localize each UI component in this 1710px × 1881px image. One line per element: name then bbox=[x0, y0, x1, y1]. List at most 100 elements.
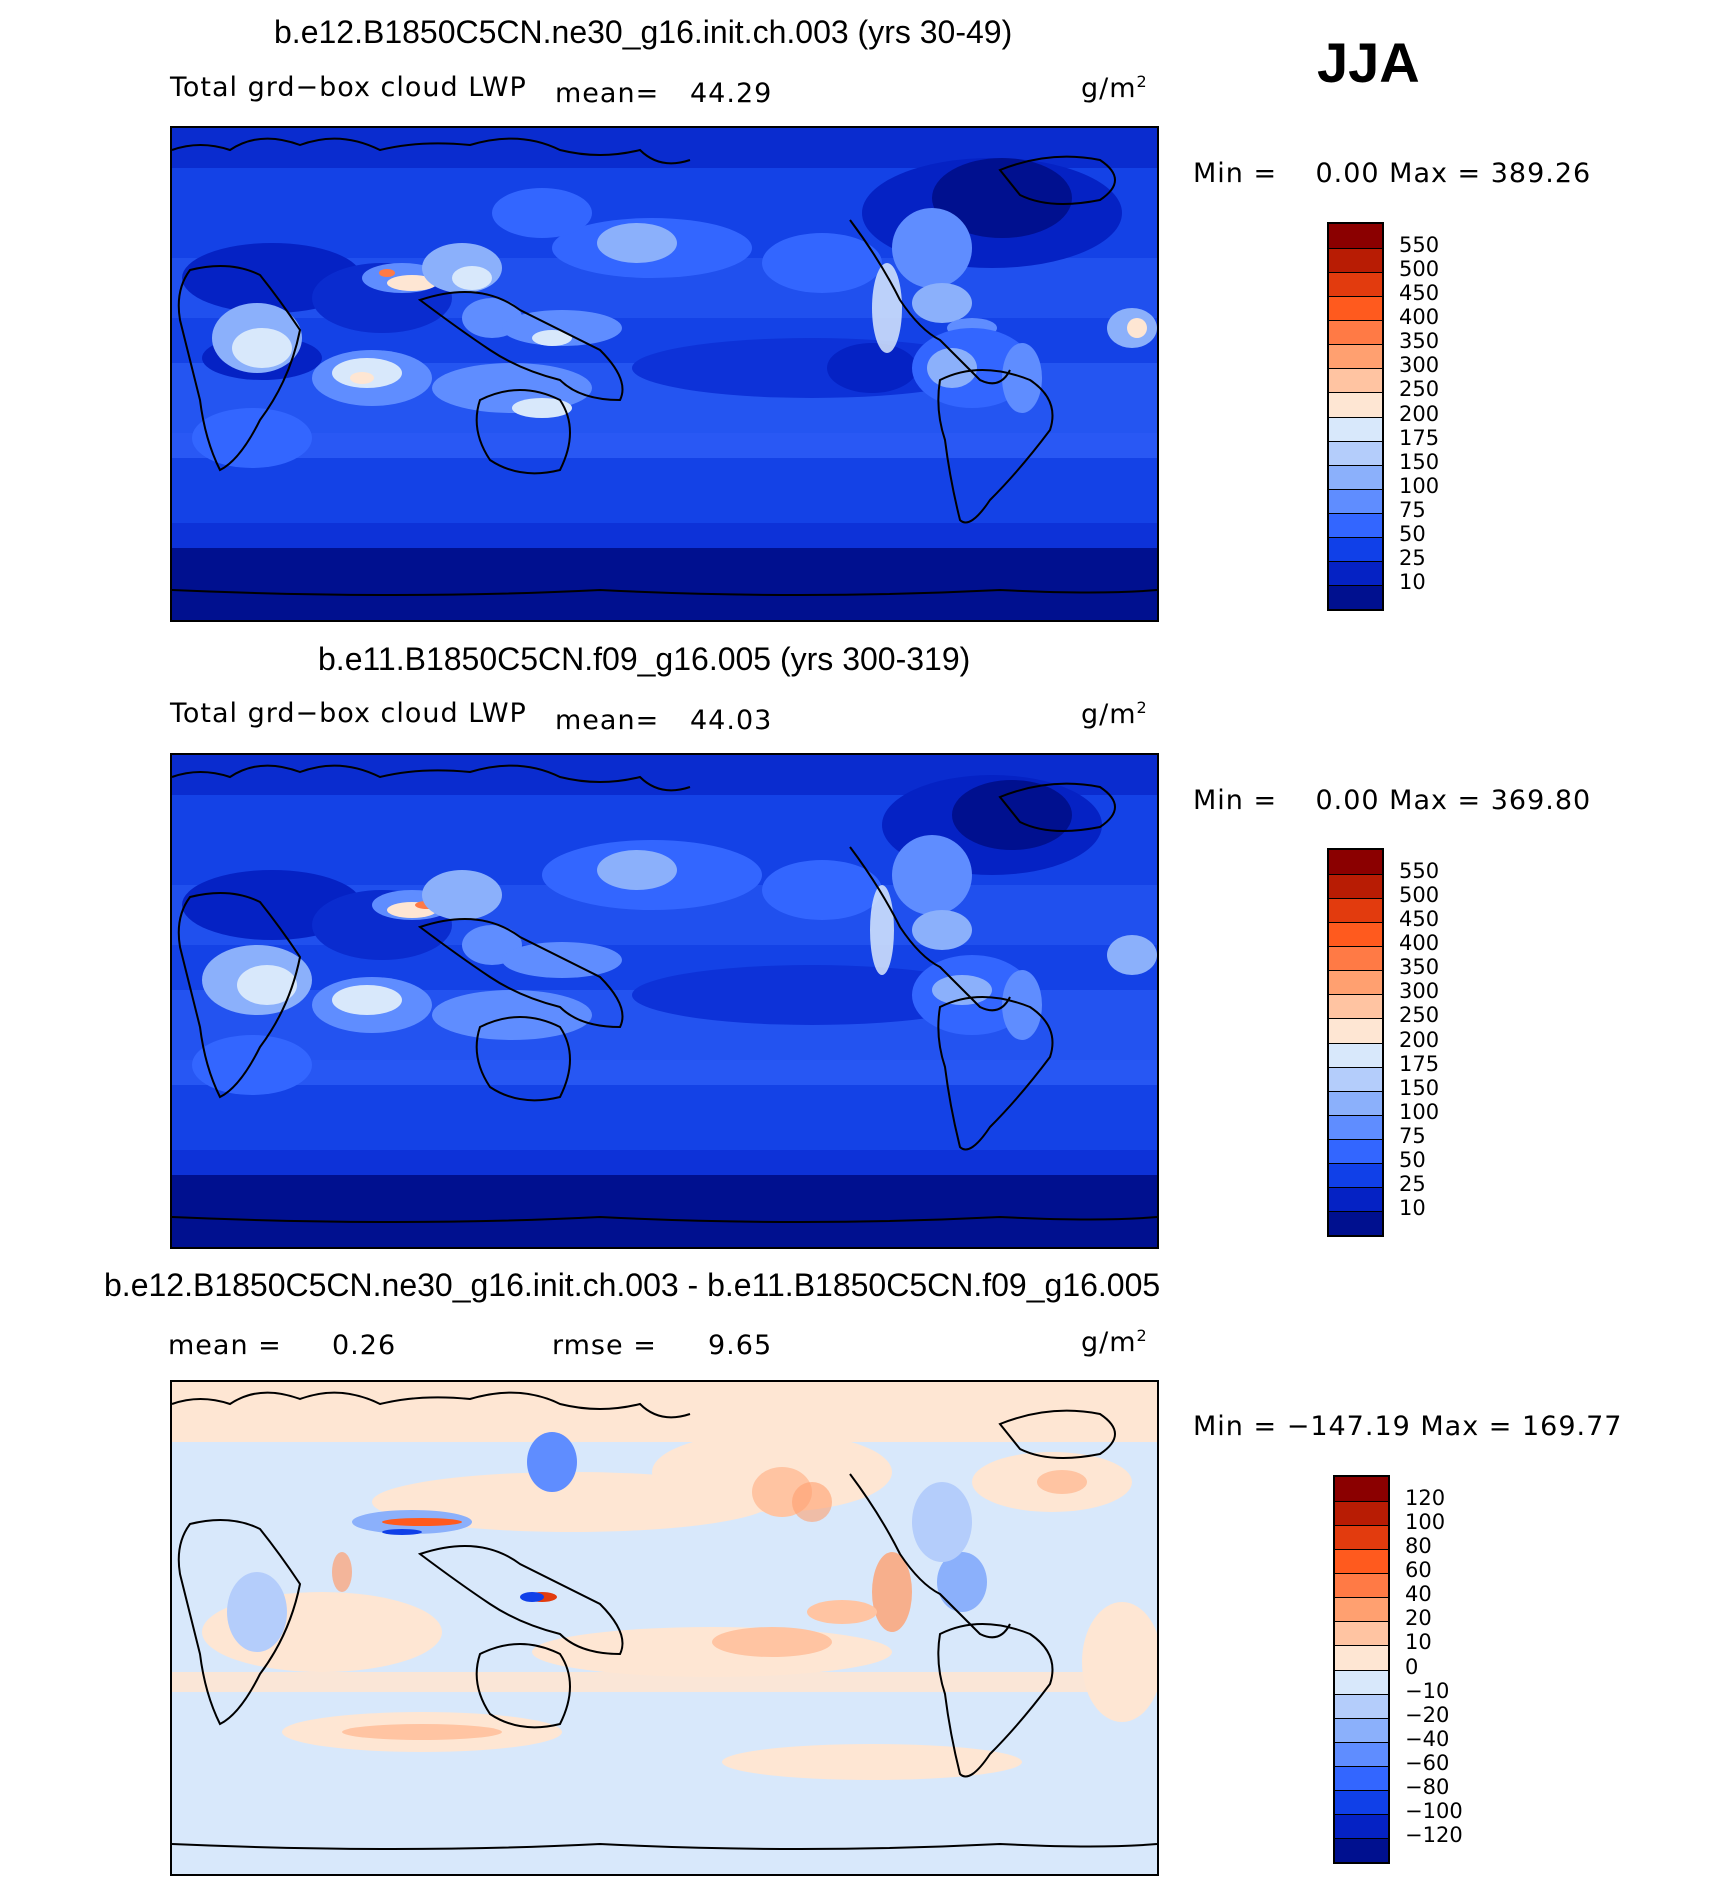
colorbar-swatch bbox=[1329, 898, 1382, 923]
colorbar-swatch bbox=[1329, 1042, 1382, 1067]
colorbar-swatch bbox=[1335, 1573, 1388, 1598]
panel1-units: g/m2 bbox=[1081, 72, 1148, 104]
panel1-map bbox=[170, 126, 1159, 622]
colorbar-tick-label: −100 bbox=[1405, 1798, 1463, 1823]
colorbar-swatch bbox=[1335, 1645, 1388, 1670]
colorbar-swatch bbox=[1329, 1066, 1382, 1091]
colorbar-tick-label: 450 bbox=[1399, 281, 1440, 306]
panel3-mean-label: mean = bbox=[168, 1330, 282, 1361]
colorbar-swatch bbox=[1329, 946, 1382, 971]
colorbar-swatch bbox=[1335, 1813, 1388, 1838]
colorbar-tick-label: 50 bbox=[1399, 1147, 1426, 1172]
colorbar-swatch bbox=[1329, 584, 1382, 609]
colorbar-tick-label: 550 bbox=[1399, 233, 1440, 258]
colorbar-tick-label: 175 bbox=[1399, 1051, 1440, 1076]
colorbar-tick-label: 40 bbox=[1405, 1582, 1432, 1607]
colorbar-swatch bbox=[1335, 1717, 1388, 1742]
colorbar-swatch bbox=[1329, 1138, 1382, 1163]
panel3-map bbox=[170, 1380, 1159, 1876]
colorbar-tick-label: −80 bbox=[1405, 1774, 1450, 1799]
colorbar-swatch bbox=[1329, 1090, 1382, 1115]
colorbar-swatch bbox=[1329, 536, 1382, 561]
panel1-minmax: Min = 0.00 Max = 389.26 bbox=[1193, 158, 1592, 189]
colorbar-tick-label: 100 bbox=[1399, 1099, 1440, 1124]
colorbar-tick-label: 300 bbox=[1399, 979, 1440, 1004]
colorbar-swatch bbox=[1335, 1741, 1388, 1766]
panel2-colorbar: 550 500 450 400 350 300 250 200 175 150 100 75 50 25 1… bbox=[1327, 848, 1477, 1237]
panel3-units: g/m2 bbox=[1081, 1326, 1148, 1358]
colorbar-swatch bbox=[1329, 464, 1382, 489]
panel2-variable: Total grd−box cloud LWP bbox=[170, 698, 527, 729]
panel3-map-svg bbox=[172, 1382, 1157, 1874]
colorbar-tick-label: 300 bbox=[1399, 353, 1440, 378]
colorbar-swatch bbox=[1329, 1018, 1382, 1043]
panel1-variable: Total grd−box cloud LWP bbox=[170, 72, 527, 103]
colorbar-tick-label: 450 bbox=[1399, 907, 1440, 932]
colorbar-tick-label: 200 bbox=[1399, 401, 1440, 426]
colorbar-swatch bbox=[1329, 1162, 1382, 1187]
colorbar-tick-label: 250 bbox=[1399, 1003, 1440, 1028]
colorbar-tick-label: 500 bbox=[1399, 257, 1440, 282]
colorbar-swatch bbox=[1335, 1765, 1388, 1790]
colorbar-tick-label: 25 bbox=[1399, 1171, 1426, 1196]
panel2-map-svg bbox=[172, 755, 1157, 1247]
panel1-title: b.e12.B1850C5CN.ne30_g16.init.ch.003 (yr… bbox=[274, 14, 1013, 50]
panel1-map-svg bbox=[172, 128, 1157, 620]
panel2-units: g/m2 bbox=[1081, 698, 1148, 730]
panel1-mean-value: 44.29 bbox=[690, 78, 773, 109]
colorbar-swatch bbox=[1329, 560, 1382, 585]
colorbar-swatch bbox=[1329, 1210, 1382, 1235]
panel2-title: b.e11.B1850C5CN.f09_g16.005 (yrs 300-319… bbox=[318, 641, 971, 677]
panel2-mean-value: 44.03 bbox=[690, 705, 773, 736]
panel2-minmax: Min = 0.00 Max = 369.80 bbox=[1193, 785, 1592, 816]
colorbar-swatch bbox=[1329, 392, 1382, 417]
colorbar-tick-label: 400 bbox=[1399, 931, 1440, 956]
colorbar-tick-label: 250 bbox=[1399, 377, 1440, 402]
colorbar-tick-label: 150 bbox=[1399, 449, 1440, 474]
colorbar-swatch bbox=[1329, 272, 1382, 297]
colorbar-tick-label: 75 bbox=[1399, 1123, 1426, 1148]
colorbar-tick-label: 20 bbox=[1405, 1606, 1432, 1631]
colorbar-swatch bbox=[1335, 1525, 1388, 1550]
panel1-colorbar: 550 500 450 400 350 300 250 200 175 150 100 75 50 25 1… bbox=[1327, 222, 1477, 611]
colorbar-swatch bbox=[1329, 320, 1382, 345]
panel3-colorbar: 120 100 80 60 40 20 10 0 −10 −20 −40 −60 −80 −100 −120 bbox=[1333, 1475, 1483, 1864]
panel3-rmse-value: 9.65 bbox=[708, 1330, 773, 1361]
colorbar-swatch bbox=[1329, 440, 1382, 465]
colorbar-swatch bbox=[1329, 416, 1382, 441]
colorbar-tick-label: 60 bbox=[1405, 1558, 1432, 1583]
colorbar-tick-label: 25 bbox=[1399, 545, 1426, 570]
colorbar-tick-label: 200 bbox=[1399, 1027, 1440, 1052]
colorbar-swatch bbox=[1329, 922, 1382, 947]
colorbar-tick-label: 10 bbox=[1405, 1630, 1432, 1655]
colorbar-swatch bbox=[1335, 1477, 1388, 1502]
colorbar-tick-label: 100 bbox=[1405, 1510, 1446, 1535]
colorbar-tick-label: 50 bbox=[1399, 521, 1426, 546]
colorbar-tick-label: 100 bbox=[1399, 473, 1440, 498]
colorbar-tick-label: 0 bbox=[1405, 1654, 1419, 1679]
colorbar-swatch bbox=[1329, 488, 1382, 513]
colorbar-swatch bbox=[1329, 994, 1382, 1019]
colorbar-tick-label: 500 bbox=[1399, 883, 1440, 908]
colorbar-swatch bbox=[1329, 874, 1382, 899]
colorbar-tick-label: −40 bbox=[1405, 1726, 1450, 1751]
colorbar-tick-label: 400 bbox=[1399, 305, 1440, 330]
colorbar-tick-label: 350 bbox=[1399, 955, 1440, 980]
panel2-mean-label: mean= bbox=[555, 705, 660, 736]
colorbar-swatch bbox=[1329, 368, 1382, 393]
colorbar-swatch bbox=[1329, 1114, 1382, 1139]
colorbar-swatch bbox=[1335, 1693, 1388, 1718]
colorbar-swatch bbox=[1335, 1597, 1388, 1622]
colorbar-tick-label: 150 bbox=[1399, 1075, 1440, 1100]
colorbar-tick-label: 120 bbox=[1405, 1486, 1446, 1511]
colorbar-swatch bbox=[1329, 970, 1382, 995]
colorbar-swatch bbox=[1335, 1549, 1388, 1574]
colorbar-tick-label: −120 bbox=[1405, 1822, 1463, 1847]
panel3-mean-value: 0.26 bbox=[332, 1330, 397, 1361]
panel3-minmax: Min = −147.19 Max = 169.77 bbox=[1193, 1411, 1623, 1442]
colorbar-tick-label: 550 bbox=[1399, 859, 1440, 884]
colorbar-tick-label: 10 bbox=[1399, 569, 1426, 594]
panel3-colorbar-box bbox=[1333, 1475, 1390, 1864]
panel2-colorbar-box bbox=[1327, 848, 1384, 1237]
panel1-colorbar-box bbox=[1327, 222, 1384, 611]
